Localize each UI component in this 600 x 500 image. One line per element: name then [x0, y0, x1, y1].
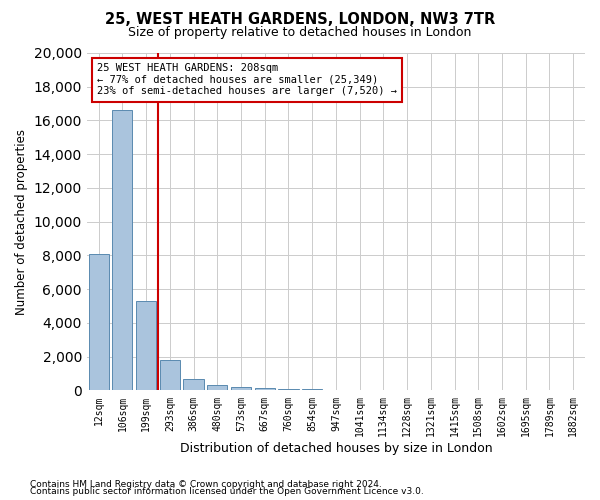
- Bar: [254, 388, 275, 390]
- Text: Contains HM Land Registry data © Crown copyright and database right 2024.: Contains HM Land Registry data © Crown c…: [30, 480, 382, 489]
- Text: 25, WEST HEATH GARDENS, LONDON, NW3 7TR: 25, WEST HEATH GARDENS, LONDON, NW3 7TR: [105, 12, 495, 28]
- X-axis label: Distribution of detached houses by size in London: Distribution of detached houses by size …: [179, 442, 492, 455]
- Bar: [231, 387, 251, 390]
- Bar: [184, 378, 203, 390]
- Y-axis label: Number of detached properties: Number of detached properties: [15, 128, 28, 314]
- Text: 25 WEST HEATH GARDENS: 208sqm
← 77% of detached houses are smaller (25,349)
23% : 25 WEST HEATH GARDENS: 208sqm ← 77% of d…: [97, 63, 397, 96]
- Bar: [160, 360, 180, 390]
- Bar: [112, 110, 133, 390]
- Bar: [89, 254, 109, 390]
- Text: Contains public sector information licensed under the Open Government Licence v3: Contains public sector information licen…: [30, 488, 424, 496]
- Text: Size of property relative to detached houses in London: Size of property relative to detached ho…: [128, 26, 472, 39]
- Bar: [136, 301, 156, 390]
- Bar: [207, 384, 227, 390]
- Bar: [278, 389, 299, 390]
